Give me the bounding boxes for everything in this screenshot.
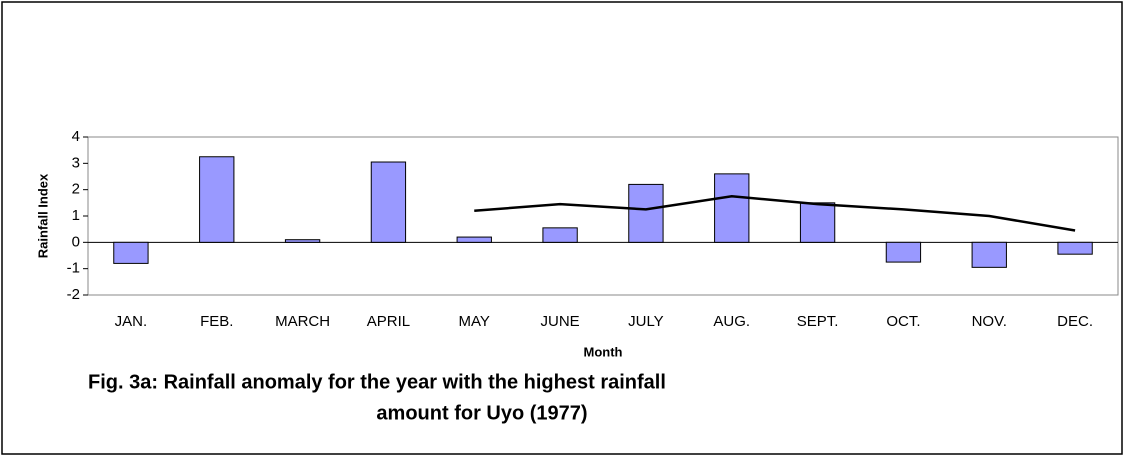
bar — [113, 241, 149, 264]
bar — [1057, 241, 1093, 255]
y-tick-label: -2 — [67, 286, 80, 303]
bar — [284, 239, 321, 243]
y-axis-label: Rainfall Index — [35, 173, 50, 258]
y-tick-label: -1 — [67, 260, 80, 277]
bar — [799, 202, 836, 243]
bar — [714, 173, 750, 243]
y-tick-label: 4 — [72, 128, 80, 145]
bar — [199, 156, 235, 243]
x-tick-label: AUG. — [713, 313, 750, 330]
x-tick-label: JUNE — [540, 313, 579, 330]
x-tick-label: OCT. — [886, 313, 920, 330]
x-tick-label: DEC. — [1057, 313, 1093, 330]
bar — [971, 241, 1007, 268]
line — [474, 194, 1076, 232]
bar — [370, 161, 407, 243]
chart-title: Fig. 3a: Rainfall anomaly for the year w… — [88, 371, 666, 393]
x-axis-label: Month — [584, 344, 623, 359]
x-tick-label: MAY — [459, 313, 490, 330]
y-tick-label: 3 — [72, 154, 80, 171]
bar — [885, 241, 922, 263]
x-tick-label: FEB. — [200, 313, 233, 330]
x-tick-label: APRIL — [367, 313, 410, 330]
x-tick-label: JULY — [628, 313, 664, 330]
x-tick-label: SEPT. — [797, 313, 839, 330]
x-tick-label: NOV. — [972, 313, 1007, 330]
bar — [542, 227, 578, 243]
bar — [456, 236, 492, 243]
x-tick-label: MARCH — [275, 313, 330, 330]
y-tick-label: 1 — [72, 207, 80, 224]
y-tick-label: 0 — [72, 233, 80, 250]
y-tick-label: 2 — [72, 181, 80, 198]
chart-title: amount for Uyo (1977) — [376, 402, 587, 424]
bar — [628, 183, 664, 243]
x-tick-label: JAN. — [115, 313, 148, 330]
